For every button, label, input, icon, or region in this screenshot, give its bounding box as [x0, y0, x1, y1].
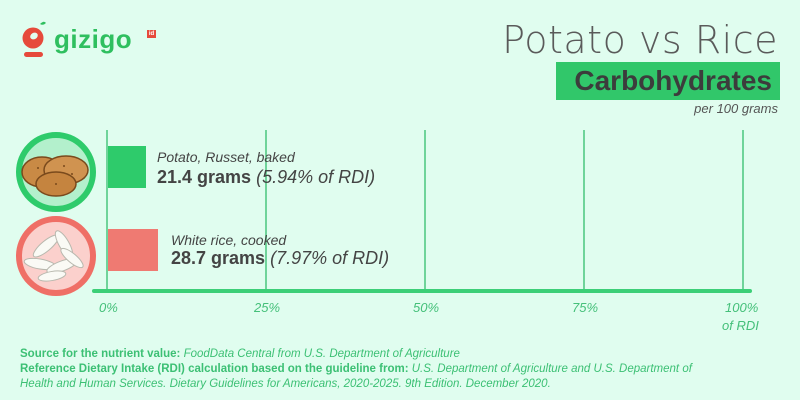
rdi-text: U.S. Department of Agriculture and U.S. … [20, 363, 692, 390]
source-label: Source for the nutrient value: [20, 348, 181, 360]
potato-rdi: (5.94% of RDI) [256, 167, 376, 187]
bar-rice [108, 229, 158, 271]
rice-amount: 28.7 grams [171, 248, 266, 268]
chart-subtitle: Carbohydrates [574, 65, 772, 96]
gridline-25 [265, 130, 267, 291]
source-line: Source for the nutrient value: FoodData … [20, 347, 720, 362]
potato-icon [16, 132, 96, 212]
unit-label: per 100 grams [694, 101, 778, 116]
tick-75: 75% [572, 300, 599, 315]
gridline-100 [742, 130, 744, 291]
subtitle-banner: Carbohydrates [556, 62, 780, 100]
rdi-label: Reference Dietary Intake (RDI) calculati… [20, 363, 409, 375]
potato-value: 21.4 grams (5.94% of RDI) [157, 167, 375, 188]
brand-name: gizigo [54, 24, 133, 54]
footer-sources: Source for the nutrient value: FoodData … [20, 347, 720, 392]
potato-label: Potato, Russet, baked [157, 149, 295, 165]
gridline-0 [106, 130, 108, 291]
gridline-75 [583, 130, 585, 291]
bar-potato [108, 146, 146, 188]
rice-label: White rice, cooked [171, 232, 287, 248]
brand-badge: id [147, 30, 156, 38]
tick-suffix: of RDI [722, 318, 759, 333]
rice-value: 28.7 grams (7.97% of RDI) [171, 248, 389, 269]
chart-title: Potato vs Rice [502, 18, 778, 62]
tick-0: 0% [99, 300, 118, 315]
rice-icon [16, 216, 96, 296]
rice-rdi: (7.97% of RDI) [270, 248, 390, 268]
x-axis [92, 289, 752, 293]
potato-amount: 21.4 grams [157, 167, 252, 187]
brand-logo: gizigo id [20, 18, 156, 62]
source-text: FoodData Central from U.S. Department of… [183, 348, 460, 360]
tick-50: 50% [413, 300, 440, 315]
gridline-50 [424, 130, 426, 291]
rdi-line: Reference Dietary Intake (RDI) calculati… [20, 362, 720, 392]
apple-logo-icon [22, 21, 46, 57]
tick-25: 25% [254, 300, 281, 315]
tick-100: 100% [725, 300, 759, 315]
